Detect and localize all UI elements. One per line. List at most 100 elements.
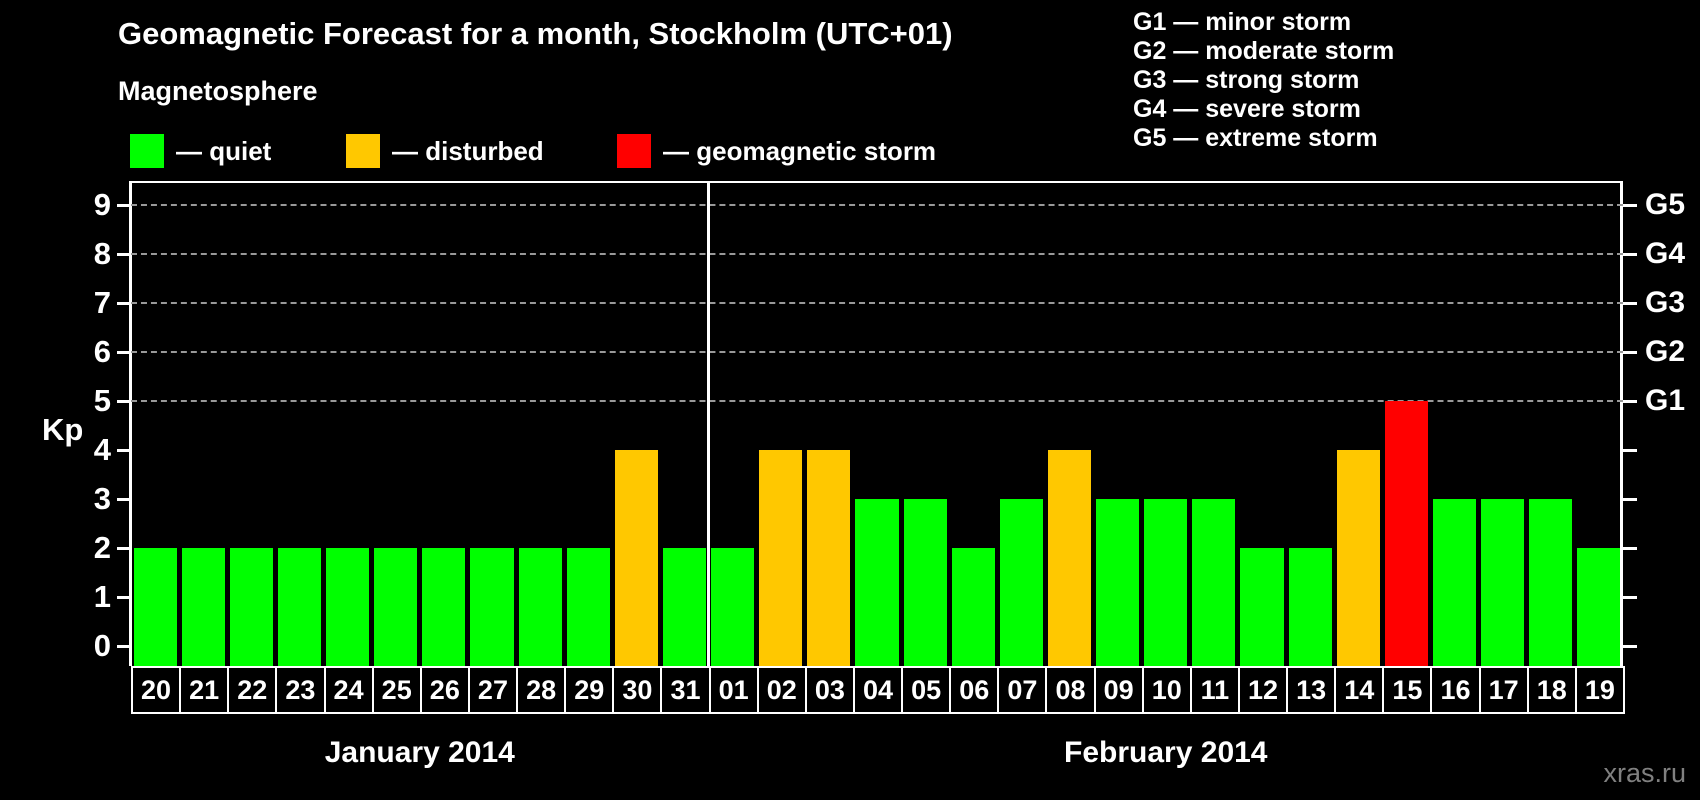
y-tick-label: 7 bbox=[93, 285, 111, 320]
day-label: 08 bbox=[1045, 666, 1096, 714]
day-label: 28 bbox=[516, 666, 567, 714]
day-label: 27 bbox=[467, 666, 519, 714]
right-axis-tick bbox=[1623, 400, 1637, 403]
y-tick-label: 8 bbox=[93, 236, 111, 271]
y-axis-tick bbox=[117, 596, 131, 599]
kp-bar bbox=[1240, 548, 1284, 666]
day-label: 21 bbox=[179, 666, 230, 714]
day-label: 11 bbox=[1189, 666, 1240, 714]
kp-bar bbox=[1384, 401, 1428, 666]
g-legend-line-g2: G2 — moderate storm bbox=[1133, 37, 1395, 65]
kp-bar bbox=[807, 450, 851, 666]
gridline-kp8 bbox=[131, 253, 1623, 255]
kp-bar bbox=[374, 548, 418, 666]
right-axis-tick bbox=[1623, 547, 1637, 550]
y-axis-tick bbox=[117, 449, 131, 452]
kp-bar bbox=[759, 450, 803, 666]
kp-bar bbox=[951, 548, 995, 666]
g-scale-legend: G1 — minor storm G2 — moderate storm G3 … bbox=[1133, 8, 1394, 153]
y-tick-label: 4 bbox=[93, 432, 111, 467]
y-tick-label: 2 bbox=[93, 530, 111, 565]
y-axis-tick bbox=[117, 645, 131, 648]
kp-bar bbox=[903, 499, 947, 666]
right-axis-tick bbox=[1623, 645, 1637, 648]
right-axis-tick bbox=[1623, 302, 1637, 305]
storm-color-swatch bbox=[617, 134, 651, 168]
kp-bar bbox=[1192, 499, 1236, 666]
right-axis-tick bbox=[1623, 449, 1637, 452]
g-legend-line-g3: G3 — strong storm bbox=[1133, 66, 1360, 94]
y-tick-label: 9 bbox=[93, 187, 111, 222]
legend-item-quiet: — quiet bbox=[130, 133, 271, 169]
y-tick-label: 6 bbox=[93, 334, 111, 369]
y-axis-tick bbox=[117, 204, 131, 207]
kp-bar bbox=[711, 548, 755, 666]
gridline-kp5 bbox=[131, 400, 1623, 402]
kp-bar bbox=[518, 548, 562, 666]
g-axis-label-g4: G4 bbox=[1645, 237, 1686, 270]
day-label: 03 bbox=[804, 666, 855, 714]
kp-bar bbox=[1047, 450, 1092, 666]
g-axis-label-g3: G3 bbox=[1645, 286, 1686, 319]
kp-bar bbox=[1577, 548, 1621, 666]
month-label: February 2014 bbox=[1064, 736, 1268, 769]
right-axis-tick bbox=[1623, 204, 1637, 207]
g-legend-line-g4: G4 — severe storm bbox=[1133, 95, 1361, 123]
y-tick-label: 1 bbox=[93, 579, 111, 614]
kp-bar bbox=[662, 548, 707, 666]
legend-label-disturbed: — disturbed bbox=[392, 135, 544, 166]
watermark: xras.ru bbox=[1603, 758, 1686, 788]
y-tick-label: 0 bbox=[93, 628, 111, 663]
month-label: January 2014 bbox=[324, 736, 515, 769]
day-label: 26 bbox=[419, 666, 470, 714]
right-axis-tick bbox=[1623, 498, 1637, 501]
day-label: 22 bbox=[227, 666, 278, 714]
y-axis-tick bbox=[117, 400, 131, 403]
day-label: 13 bbox=[1286, 666, 1337, 714]
day-label: 29 bbox=[564, 666, 615, 714]
legend-label-storm: — geomagnetic storm bbox=[663, 135, 937, 166]
chart-title: Geomagnetic Forecast for a month, Stockh… bbox=[118, 16, 953, 51]
day-label: 30 bbox=[612, 666, 663, 714]
day-label: 24 bbox=[323, 666, 374, 714]
kp-bar bbox=[1096, 499, 1140, 666]
quiet-color-swatch bbox=[130, 134, 164, 168]
day-label: 02 bbox=[756, 666, 807, 714]
right-axis-tick bbox=[1623, 596, 1637, 599]
disturbed-color-swatch bbox=[346, 134, 380, 168]
g-legend-line-g5: G5 — extreme storm bbox=[1133, 124, 1378, 152]
day-label: 05 bbox=[901, 666, 952, 714]
day-label: 15 bbox=[1382, 666, 1433, 714]
kp-bar bbox=[1288, 548, 1332, 666]
day-label: 07 bbox=[997, 666, 1048, 714]
kp-bar bbox=[1144, 499, 1188, 666]
day-label: 06 bbox=[949, 666, 1000, 714]
legend-item-storm: — geomagnetic storm bbox=[617, 133, 936, 169]
gridline-kp7 bbox=[131, 302, 1623, 304]
day-label: 12 bbox=[1237, 666, 1289, 714]
y-axis-tick bbox=[117, 302, 131, 305]
day-label: 17 bbox=[1478, 666, 1529, 714]
g-axis-label-g1: G1 bbox=[1645, 384, 1686, 417]
y-tick-label: 3 bbox=[93, 481, 111, 516]
day-label: 31 bbox=[660, 666, 711, 714]
day-label: 18 bbox=[1526, 666, 1577, 714]
kp-bar bbox=[133, 548, 177, 666]
kp-bar bbox=[1336, 450, 1380, 666]
legend-label-quiet: — quiet bbox=[176, 135, 272, 166]
kp-bar bbox=[181, 548, 225, 666]
magnetosphere-heading: Magnetosphere bbox=[118, 76, 318, 106]
kp-bar bbox=[326, 548, 370, 666]
day-label: 20 bbox=[131, 666, 182, 714]
day-label: 23 bbox=[275, 666, 326, 714]
y-axis-tick bbox=[117, 253, 131, 256]
month-divider bbox=[707, 183, 711, 666]
day-label: 14 bbox=[1334, 666, 1385, 714]
right-axis-tick bbox=[1623, 253, 1637, 256]
kp-bar bbox=[422, 548, 466, 666]
day-label: 10 bbox=[1141, 666, 1192, 714]
kp-bar bbox=[1481, 499, 1525, 666]
g-axis-label-g5: G5 bbox=[1645, 188, 1686, 221]
g-axis-label-g2: G2 bbox=[1645, 335, 1686, 368]
